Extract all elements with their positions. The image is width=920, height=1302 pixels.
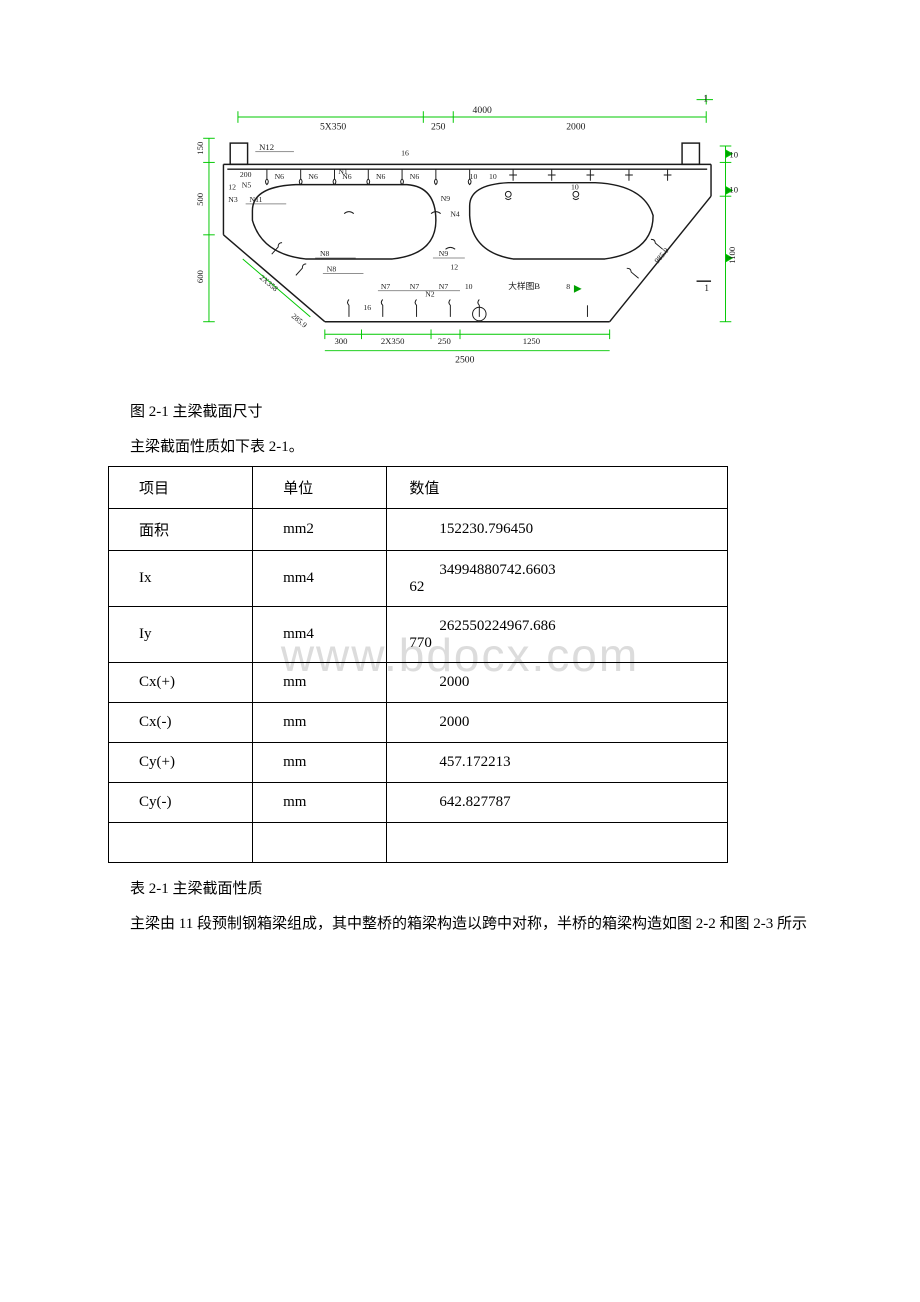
cell-value: 457.172213 <box>387 743 728 783</box>
label-n6c: N6 <box>342 172 352 181</box>
table-row: Cy(+) mm 457.172213 <box>109 743 728 783</box>
dim-2x350: 2X350 <box>381 336 405 346</box>
dim-250-top: 250 <box>431 122 446 133</box>
cell-value: 34994880742.6603 62 <box>387 551 728 607</box>
dim-2500: 2500 <box>455 354 474 365</box>
col-header-value: 数值 <box>387 467 728 509</box>
label-n8a: N8 <box>320 249 330 258</box>
label-200: 200 <box>240 170 252 179</box>
label-n4: N4 <box>450 209 460 218</box>
table-row: Cx(-) mm 2000 <box>109 703 728 743</box>
cell-empty <box>387 823 728 863</box>
label-n7a: N7 <box>381 282 391 291</box>
figure-caption: 图 2-1 主梁截面尺寸 <box>130 400 820 421</box>
label-16a: 16 <box>401 149 409 158</box>
cell-unit: mm4 <box>253 551 387 607</box>
label-12: 12 <box>228 182 236 191</box>
dim-285.9: 285.9 <box>290 312 309 330</box>
cell-value: 642.827787 <box>387 783 728 823</box>
label-n9b: N9 <box>439 249 449 258</box>
cell-item: Cx(+) <box>109 663 253 703</box>
label-n6b: N6 <box>308 172 318 181</box>
dim-500: 500 <box>195 193 205 206</box>
table-row: Cx(+) mm 2000 <box>109 663 728 703</box>
col-header-unit: 单位 <box>253 467 387 509</box>
dim-150: 150 <box>195 142 205 155</box>
cell-unit: mm <box>253 703 387 743</box>
body-paragraph: 主梁由 11 段预制钢箱梁组成，其中整桥的箱梁构造以跨中对称，半桥的箱梁构造如图… <box>100 912 820 936</box>
cell-item: Cy(+) <box>109 743 253 783</box>
label-8: 8 <box>566 282 570 291</box>
cell-unit: mm <box>253 663 387 703</box>
label-n9a: N9 <box>441 194 451 203</box>
label-12b: 12 <box>450 263 458 272</box>
cell-item: Iy <box>109 607 253 663</box>
label-10c: 10 <box>571 182 579 191</box>
table-row: Ix mm4 34994880742.6603 62 <box>109 551 728 607</box>
table-header-row: 项目 单位 数值 <box>109 467 728 509</box>
table-caption: 表 2-1 主梁截面性质 <box>130 877 820 898</box>
dim-2x358: 2X358 <box>258 273 280 293</box>
dim-1100: 1100 <box>727 247 737 264</box>
cell-value: 262550224967.686 770 <box>387 607 728 663</box>
label-n3: N3 <box>228 195 238 204</box>
dim-5x350: 5X350 <box>320 122 346 133</box>
dim-r10a: 10 <box>729 150 738 160</box>
label-10a: 10 <box>470 172 478 181</box>
section-marker-bottom: 1 <box>704 283 709 294</box>
cell-item: 面积 <box>109 509 253 551</box>
diagram-container: 4000 5X350 250 2000 1 150 500 600 10 10 … <box>100 90 820 370</box>
table-row: 面积 mm2 152230.796450 <box>109 509 728 551</box>
dim-total-top: 4000 <box>473 105 492 116</box>
table-row: Iy mm4 262550224967.686 770 <box>109 607 728 663</box>
cell-item: Ix <box>109 551 253 607</box>
label-n6a: N6 <box>275 172 285 181</box>
label-n12: N12 <box>259 142 274 152</box>
cell-empty <box>109 823 253 863</box>
dim-250b: 250 <box>438 336 451 346</box>
cell-value: 2000 <box>387 703 728 743</box>
label-10d: 10 <box>465 282 473 291</box>
dim-300: 300 <box>334 336 347 346</box>
label-n6e: N6 <box>410 172 420 181</box>
label-n11: N11 <box>250 195 263 204</box>
section-marker-top: 1 <box>703 94 708 105</box>
cell-item: Cx(-) <box>109 703 253 743</box>
dim-600: 600 <box>195 270 205 283</box>
cell-item: Cy(-) <box>109 783 253 823</box>
cell-unit: mm <box>253 783 387 823</box>
label-n6d: N6 <box>376 172 386 181</box>
label-16b: 16 <box>363 303 371 312</box>
label-n5: N5 <box>242 181 252 190</box>
label-n7c: N7 <box>439 282 449 291</box>
label-detail-b: 大样图B <box>508 280 540 291</box>
label-n7b: N7 <box>410 282 420 291</box>
dim-2000: 2000 <box>566 122 585 133</box>
properties-table: 项目 单位 数值 面积 mm2 152230.796450 Ix mm4 349… <box>108 466 728 863</box>
col-header-item: 项目 <box>109 467 253 509</box>
cell-empty <box>253 823 387 863</box>
cell-unit: mm <box>253 743 387 783</box>
label-n8b: N8 <box>327 265 337 274</box>
label-10b: 10 <box>489 172 497 181</box>
table-intro-text: 主梁截面性质如下表 2-1。 <box>130 435 820 456</box>
cell-unit: mm4 <box>253 607 387 663</box>
cell-value: 152230.796450 <box>387 509 728 551</box>
cell-unit: mm2 <box>253 509 387 551</box>
dim-r10b: 10 <box>729 184 738 194</box>
table-row-empty <box>109 823 728 863</box>
cell-value: 2000 <box>387 663 728 703</box>
table-row: Cy(-) mm 642.827787 <box>109 783 728 823</box>
dim-1250: 1250 <box>523 336 540 346</box>
cross-section-diagram: 4000 5X350 250 2000 1 150 500 600 10 10 … <box>170 90 750 370</box>
